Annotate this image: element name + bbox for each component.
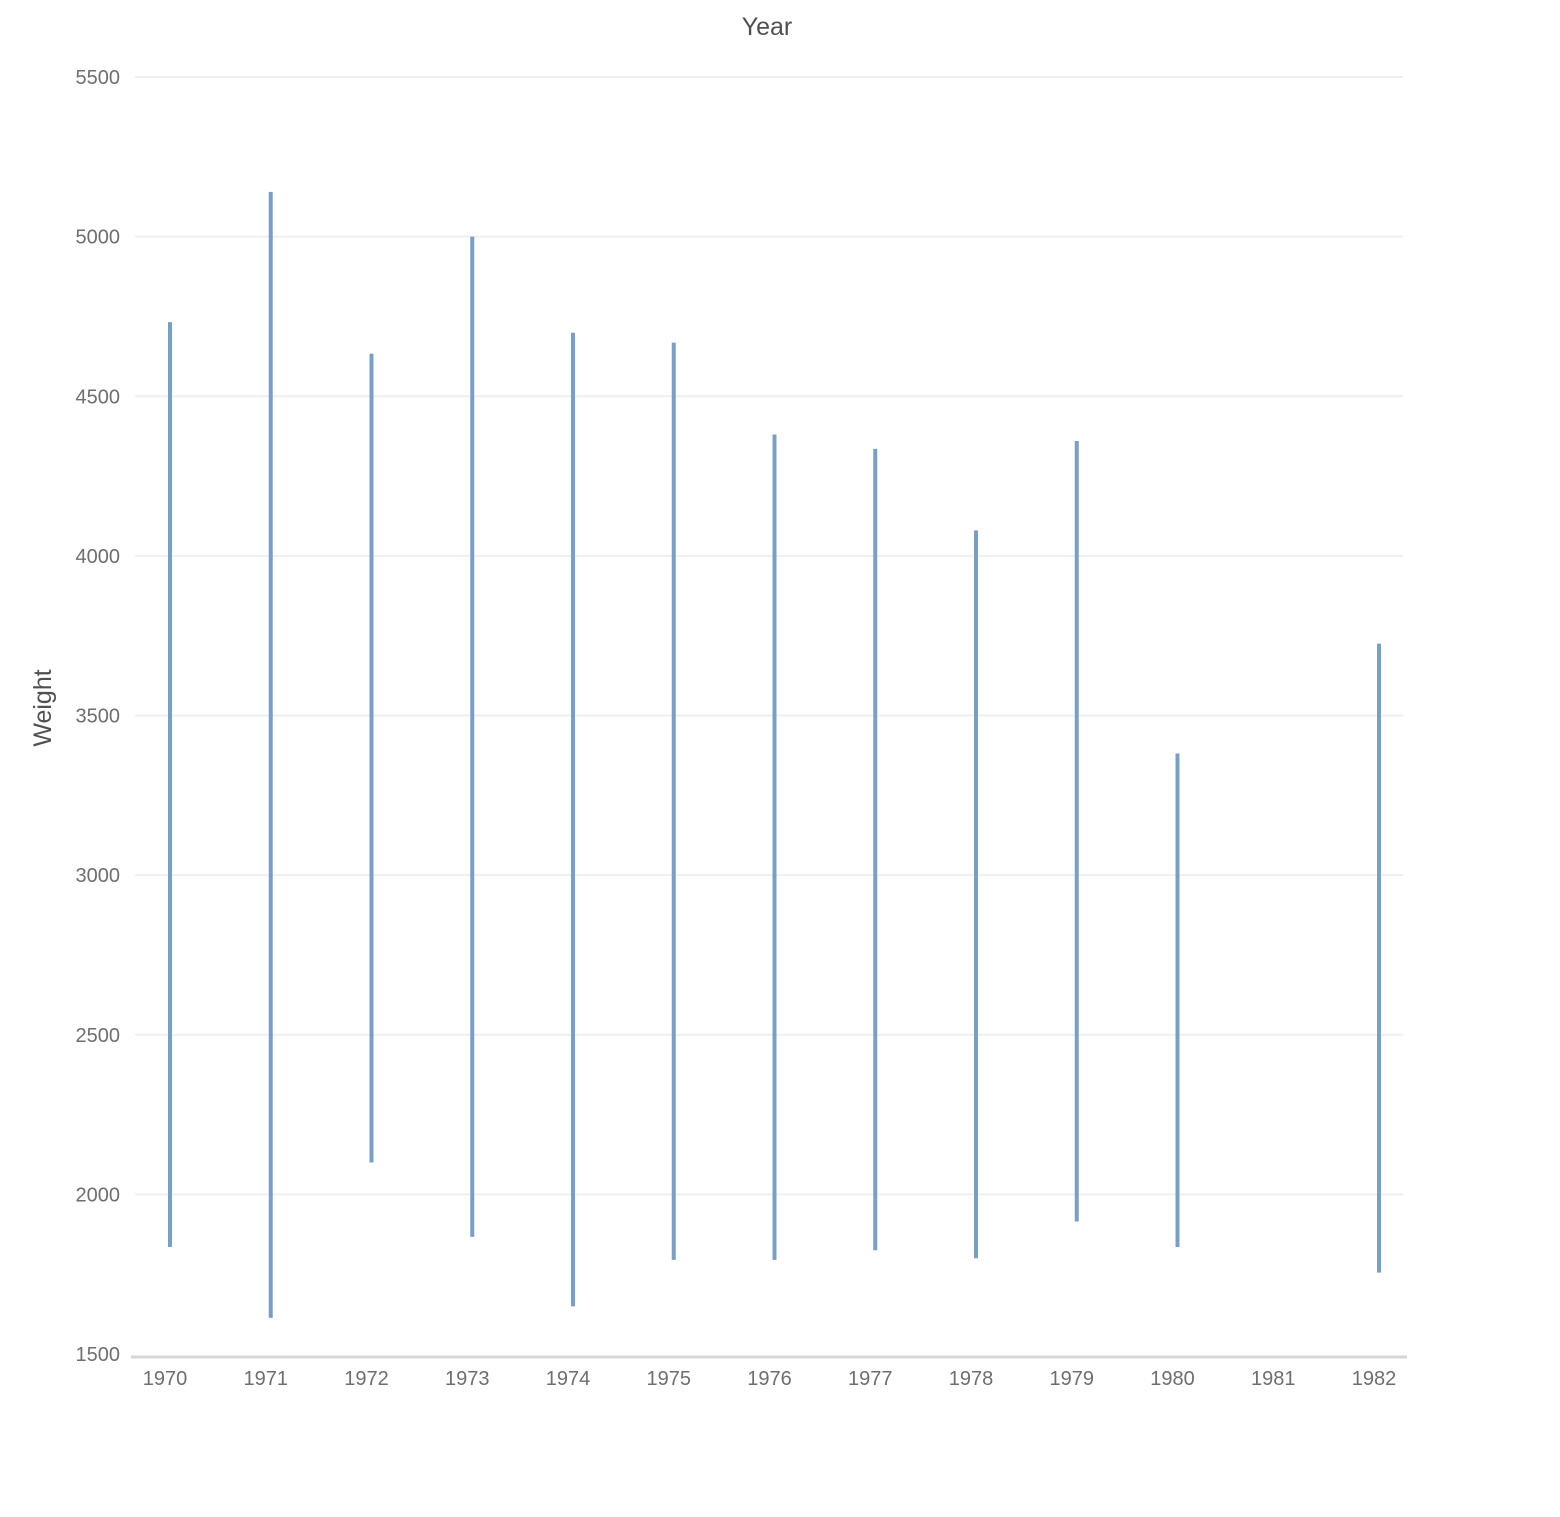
- y-tick-label: 1500: [76, 1344, 121, 1366]
- y-tick-label: 5500: [76, 67, 121, 89]
- x-tick-label: 1981: [1251, 1368, 1296, 1390]
- gridlines: [135, 76, 1403, 1196]
- x-axis-title: Year: [742, 13, 793, 41]
- x-tick-label: 1976: [747, 1368, 792, 1390]
- y-axis-ticks: 1500 2000 2500 3000 3500 4000 4500 5000 5500: [76, 67, 121, 1366]
- y-tick-label: 5000: [76, 227, 121, 249]
- x-tick-label: 1970: [143, 1368, 188, 1390]
- range-bars: [168, 191, 1381, 1318]
- y-tick-label: 3000: [76, 865, 121, 887]
- x-tick-label: 1973: [445, 1368, 490, 1390]
- y-tick-label: 3500: [76, 706, 121, 728]
- y-axis-title: Weight: [29, 669, 57, 746]
- x-axis-ticks: 1970 1971 1972 1973 1974 1975 1976 1977 1978 1979…: [143, 1368, 1397, 1390]
- x-tick-label: 1982: [1352, 1368, 1397, 1390]
- y-tick-label: 4500: [76, 386, 121, 408]
- y-tick-label: 2000: [76, 1184, 121, 1206]
- x-tick-label: 1980: [1150, 1368, 1195, 1390]
- y-tick-label: 4000: [76, 546, 121, 568]
- x-tick-label: 1971: [244, 1368, 289, 1390]
- y-tick-label: 2500: [76, 1025, 121, 1047]
- x-tick-label: 1977: [848, 1368, 893, 1390]
- x-tick-label: 1974: [546, 1368, 591, 1390]
- x-tick-label: 1978: [949, 1368, 994, 1390]
- x-tick-label: 1979: [1050, 1368, 1095, 1390]
- x-tick-label: 1975: [647, 1368, 692, 1390]
- x-tick-label: 1972: [344, 1368, 389, 1390]
